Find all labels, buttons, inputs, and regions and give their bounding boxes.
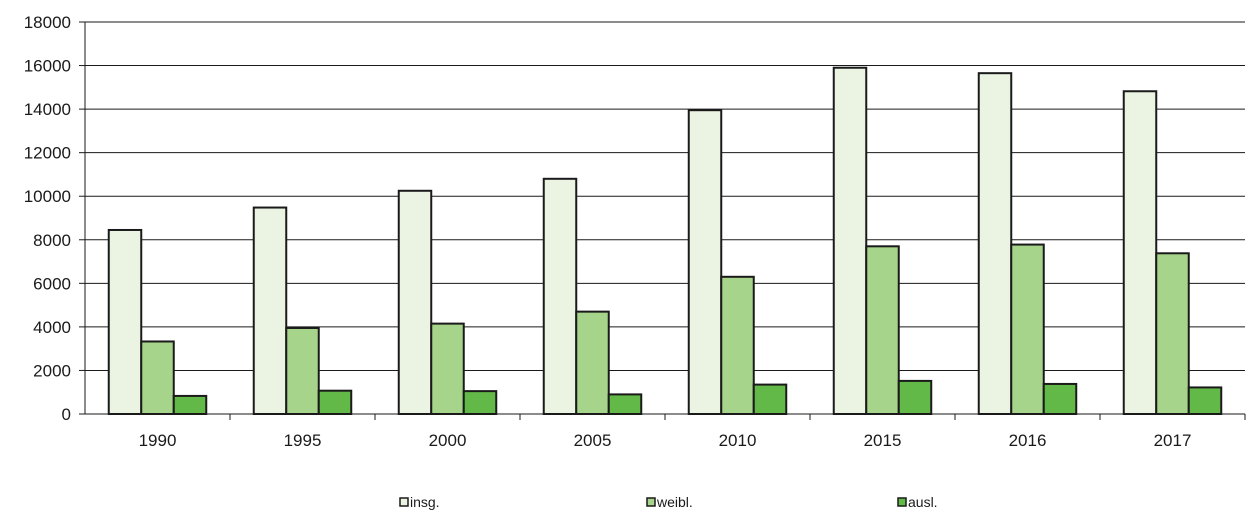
bar: [172, 394, 208, 415]
x-tick-label: 2017: [1154, 431, 1192, 450]
y-tick-label: 14000: [24, 100, 71, 119]
y-tick-label: 16000: [24, 57, 71, 76]
bar: [462, 390, 498, 415]
bar: [317, 389, 353, 416]
legend-label: insg.: [410, 494, 440, 510]
bar: [687, 109, 723, 415]
x-tick-label: 2000: [429, 431, 467, 450]
bar: [285, 326, 320, 416]
bar: [575, 310, 610, 415]
legend-swatch: [646, 497, 656, 507]
bar: [252, 206, 288, 415]
bar: [1155, 252, 1190, 415]
bar: [107, 228, 143, 415]
bar: [865, 245, 900, 415]
x-tick-label: 1990: [139, 431, 177, 450]
y-tick-labels: 0 2000 4000 6000 8000 10000 12000 14000 16000 180…: [24, 13, 71, 424]
bar: [1122, 90, 1158, 416]
bar: [752, 383, 788, 416]
y-tick-label: 18000: [24, 13, 71, 32]
y-tick-label: 0: [62, 405, 71, 424]
legend-swatch: [399, 497, 409, 507]
y-tick-label: 6000: [33, 274, 71, 293]
axes: [79, 21, 1246, 420]
x-tick-label: 2016: [1009, 431, 1047, 450]
bars: [107, 66, 1223, 416]
y-tick-label: 12000: [24, 144, 71, 163]
bar: [607, 393, 643, 415]
legend-label: ausl.: [908, 494, 938, 510]
x-tick-label: 2005: [574, 431, 612, 450]
bar: [140, 340, 175, 416]
y-tick-label: 4000: [33, 318, 71, 337]
y-tick-label: 8000: [33, 231, 71, 250]
bar: [897, 379, 933, 415]
y-tick-label: 2000: [33, 361, 71, 380]
legend-swatch: [897, 497, 907, 507]
legend-label: weibl.: [656, 494, 693, 510]
x-tick-labels: 1990 1995 2000 2005 2010 2015 2016 2017: [139, 431, 1192, 450]
bar: [832, 66, 868, 415]
legend: insg. weibl. ausl.: [399, 494, 938, 510]
bar: [542, 177, 578, 415]
x-tick-label: 2010: [719, 431, 757, 450]
bar: [720, 275, 755, 415]
bar: [1187, 386, 1223, 416]
bar: [430, 322, 465, 415]
bar: [1042, 382, 1078, 415]
x-tick-label: 1995: [284, 431, 322, 450]
y-tick-label: 10000: [24, 187, 71, 206]
x-tick-label: 2015: [864, 431, 902, 450]
bar: [1010, 243, 1045, 415]
bar: [397, 189, 433, 415]
bar: [977, 72, 1013, 416]
